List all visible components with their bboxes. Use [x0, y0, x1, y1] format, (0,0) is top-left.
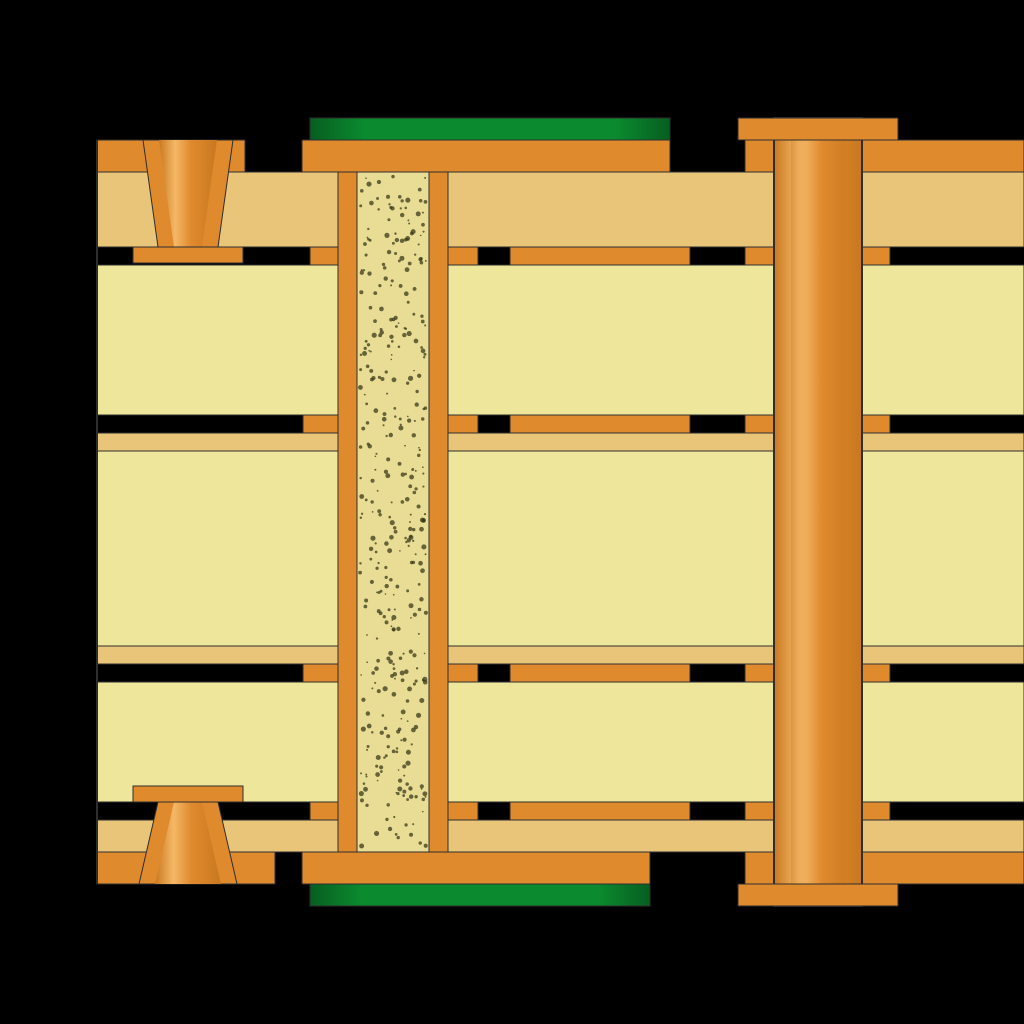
copper-l3-seg1 — [510, 415, 690, 433]
core-2 — [97, 682, 1024, 802]
copper-l5-seg1 — [510, 802, 690, 820]
core-1 — [97, 265, 1024, 415]
prepreg-3 — [97, 646, 1024, 664]
plated-through-inner — [791, 118, 845, 906]
copper-bottom-seg1 — [302, 852, 650, 884]
prepreg-2 — [97, 433, 1024, 451]
prepreg-4 — [97, 820, 1024, 852]
microvia-top-pad — [133, 247, 243, 263]
plated-through-pad-bottom — [738, 884, 898, 906]
core-center — [97, 451, 1024, 646]
prepreg-1 — [97, 172, 1024, 247]
pcb-cross-section-diagram — [0, 0, 1024, 1024]
microvia-bottom-pad — [133, 786, 243, 802]
copper-l4-seg1 — [510, 664, 690, 682]
plated-through-pad-top — [738, 118, 898, 140]
copper-top-seg1 — [302, 140, 670, 172]
copper-l2-seg1 — [510, 247, 690, 265]
soldermask-bottom — [310, 884, 650, 906]
soldermask-top — [310, 118, 670, 140]
